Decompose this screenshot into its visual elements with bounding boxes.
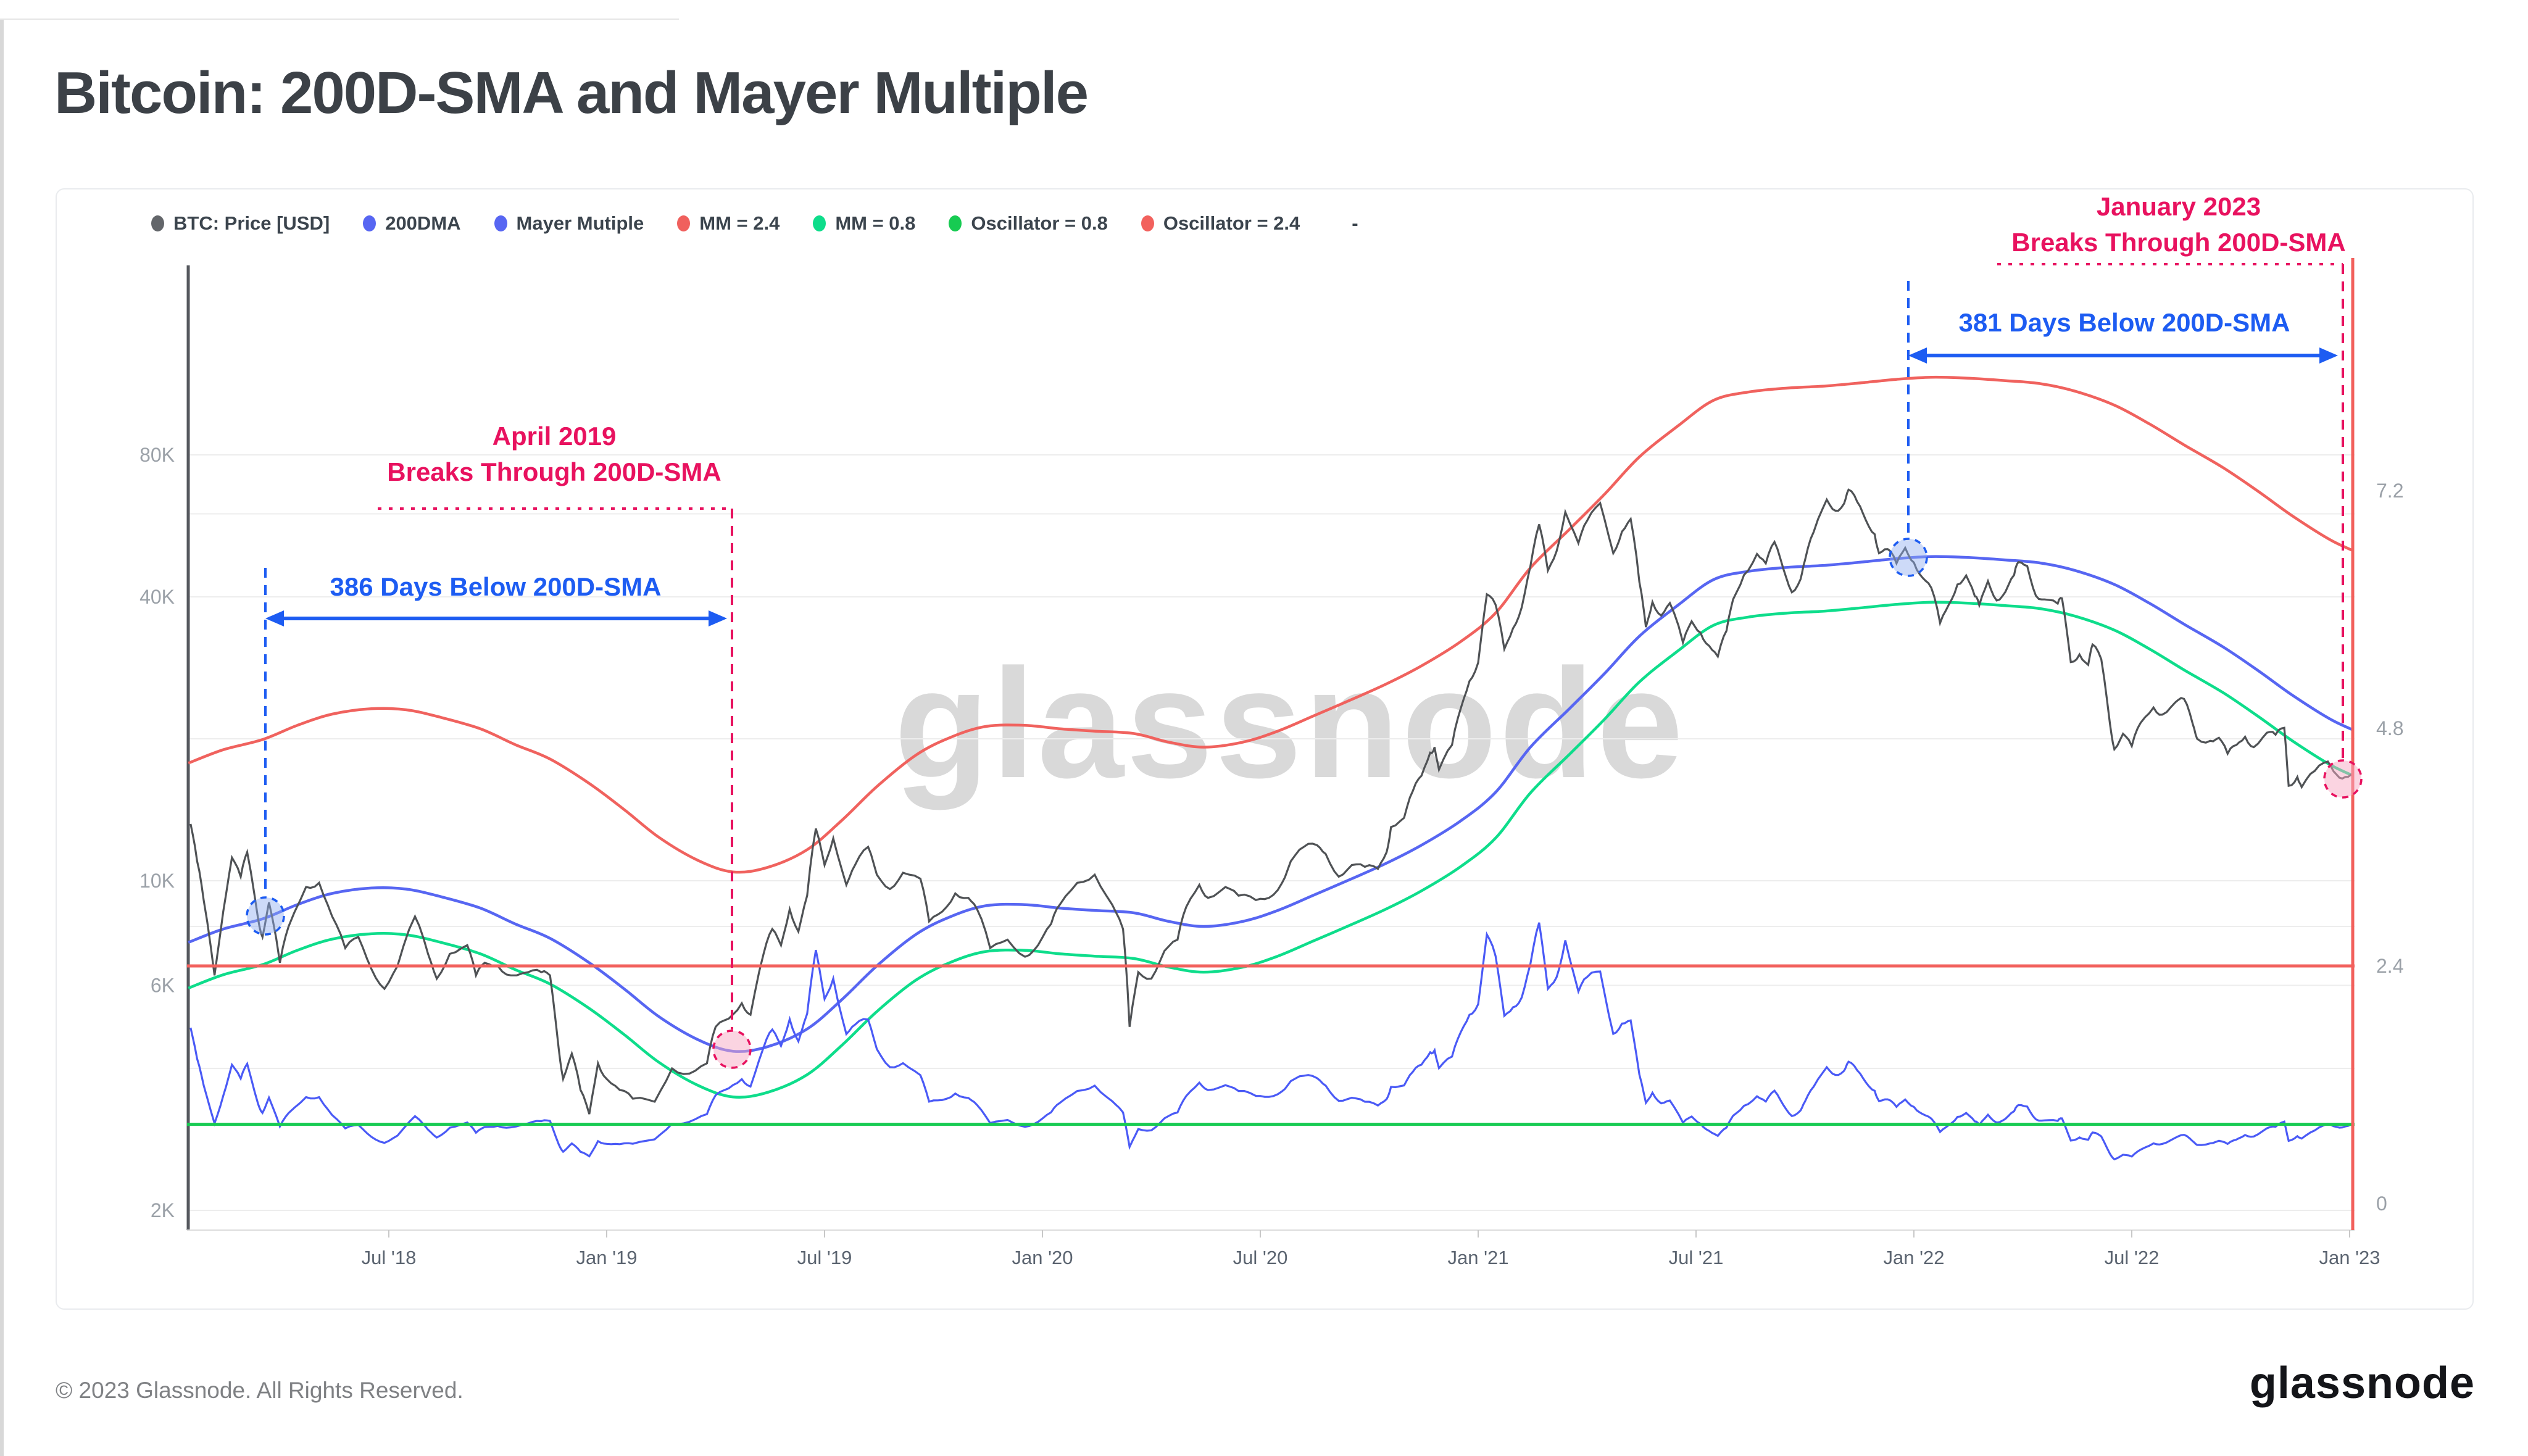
legend-label: Oscillator = 2.4: [1163, 212, 1300, 234]
legend-label: MM = 2.4: [699, 212, 780, 234]
legend-item-oscillator-2-4[interactable]: Oscillator = 2.4: [1141, 212, 1300, 235]
legend-dot-icon: [813, 215, 826, 231]
april2019-break-marker[interactable]: [712, 1030, 752, 1069]
span2018-arrowhead-right-icon: [709, 610, 727, 626]
legend-label: BTC: Price [USD]: [173, 212, 330, 234]
x-tick-Jul19: Jul '19: [797, 1247, 852, 1268]
y-right-tick-0: 0: [2376, 1192, 2387, 1215]
annotation-april-2019-line2: Breaks Through 200D-SMA: [387, 457, 721, 486]
y-right-tick-7.2: 7.2: [2376, 480, 2403, 502]
span2018-arrowhead-left-icon: [265, 610, 284, 626]
legend-dot-icon: [677, 215, 691, 231]
series-200dma[interactable]: [188, 555, 2376, 1053]
x-tick-Jul22: Jul '22: [2105, 1247, 2160, 1268]
x-tick-Jan21: Jan '21: [1448, 1247, 1509, 1268]
window-left-edge: [0, 19, 4, 1456]
legend-dot-icon: [363, 215, 376, 231]
y-left-tick-6K: 6K: [151, 975, 175, 997]
x-tick-Jul18: Jul '18: [362, 1247, 417, 1268]
y-right-tick-4.8: 4.8: [2376, 717, 2403, 739]
span2022-arrowhead-left-icon: [1908, 347, 1927, 364]
series-mayer-multiple-oscillator[interactable]: [189, 922, 2376, 1161]
x-tick-Jan20: Jan '20: [1012, 1247, 1073, 1268]
series-mm-2.4-band[interactable]: [188, 375, 2376, 874]
glassnode-logo: glassnode: [2249, 1358, 2475, 1408]
span2022-break-marker[interactable]: [1889, 538, 1928, 577]
legend-item-mm-2-4[interactable]: MM = 2.4: [677, 212, 780, 235]
legend-label: Mayer Mutiple: [516, 212, 644, 234]
y-left-tick-2K: 2K: [151, 1199, 175, 1221]
legend-item-oscillator-0-8[interactable]: Oscillator = 0.8: [949, 212, 1108, 235]
legend-item-mayer-mutiple[interactable]: Mayer Mutiple: [494, 212, 644, 235]
x-tick-Jan23: Jan '23: [2319, 1247, 2380, 1268]
span2022-arrowhead-right-icon: [2319, 347, 2338, 364]
x-tick-Jan19: Jan '19: [576, 1247, 638, 1268]
copyright-text: © 2023 Glassnode. All Rights Reserved.: [56, 1378, 464, 1403]
series-mm-0.8-band[interactable]: [188, 601, 2376, 1099]
y-left-tick-40K: 40K: [139, 586, 175, 608]
legend-item-mm-0-8[interactable]: MM = 0.8: [813, 212, 915, 235]
x-tick-Jul20: Jul '20: [1233, 1247, 1288, 1268]
legend-label: 200DMA: [385, 212, 461, 234]
annotation-january-2023: January 2023 Breaks Through 200D-SMA: [1870, 189, 2487, 260]
legend-dot-icon: [151, 215, 164, 231]
legend-item-dash[interactable]: -: [1352, 212, 1358, 234]
series-btc-price[interactable]: [189, 488, 2376, 1115]
y-left-tick-10K: 10K: [139, 870, 175, 892]
annotation-april-2019-line1: April 2019: [492, 422, 617, 451]
annotation-april-2019: April 2019 Breaks Through 200D-SMA: [246, 418, 863, 490]
annotation-january-2023-line2: Breaks Through 200D-SMA: [2011, 228, 2346, 257]
annotation-381-days: 381 Days Below 200D-SMA: [1958, 308, 2290, 337]
legend-dot-icon: [949, 215, 962, 231]
jan2023-break-marker[interactable]: [2323, 759, 2363, 799]
chart-card: [56, 188, 2474, 1310]
y-right-tick-2.4: 2.4: [2376, 955, 2403, 977]
legend-label: Oscillator = 0.8: [971, 212, 1108, 234]
legend-dot-icon: [494, 215, 507, 231]
x-tick-Jul21: Jul '21: [1669, 1247, 1724, 1268]
page-title: Bitcoin: 200D-SMA and Mayer Multiple: [54, 60, 1089, 126]
window-top-edge: [0, 19, 679, 20]
y-left-tick-80K: 80K: [139, 444, 175, 466]
annotation-386-days: 386 Days Below 200D-SMA: [330, 572, 662, 601]
span2018-break-marker[interactable]: [246, 896, 285, 936]
legend-item-200dma[interactable]: 200DMA: [363, 212, 461, 235]
legend-label: MM = 0.8: [835, 212, 916, 234]
glassnode-watermark: glassnode: [894, 637, 1686, 810]
chart-legend: BTC: Price [USD] 200DMA Mayer Mutiple MM = …: [151, 212, 1358, 235]
legend-dot-icon: [1141, 215, 1154, 231]
annotation-january-2023-line1: January 2023: [2096, 192, 2261, 221]
legend-item-btc-price-usd-[interactable]: BTC: Price [USD]: [151, 212, 330, 235]
x-tick-Jan22: Jan '22: [1884, 1247, 1945, 1268]
